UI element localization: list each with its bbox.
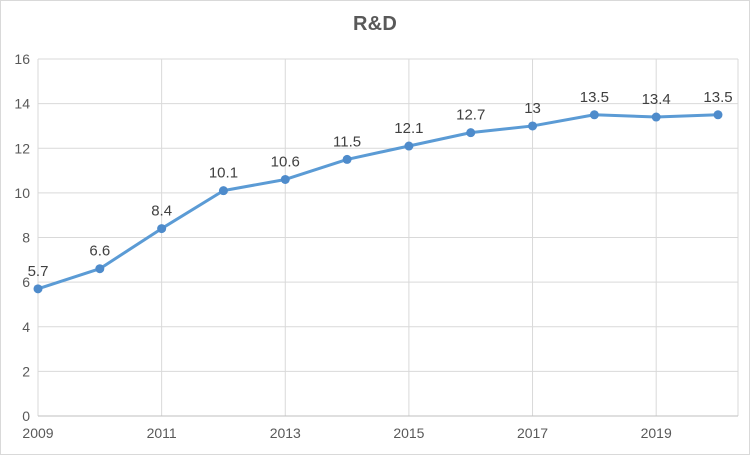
data-label-2016: 12.7 (456, 107, 485, 124)
data-label-2019: 13.4 (642, 91, 671, 108)
y-tick-label-6: 6 (22, 274, 30, 290)
data-label-2015: 12.1 (394, 120, 423, 137)
y-tick-label-2: 2 (22, 363, 30, 379)
data-label-2011: 8.4 (151, 203, 172, 220)
data-point-2009 (33, 284, 43, 294)
data-point-2010 (95, 264, 105, 274)
data-point-2013 (280, 174, 290, 184)
data-point-2014 (342, 154, 352, 164)
data-point-2017 (528, 121, 538, 131)
data-point-2020 (713, 110, 723, 120)
data-label-2013: 10.6 (271, 153, 300, 170)
x-tick-label-2011: 2011 (147, 425, 177, 441)
x-tick-label-2009: 2009 (22, 425, 53, 441)
data-label-2014: 11.5 (333, 133, 361, 150)
data-point-2011 (157, 224, 167, 234)
data-point-2018 (589, 110, 599, 120)
data-label-2009: 5.7 (28, 263, 49, 280)
x-tick-label-2017: 2017 (517, 425, 548, 441)
x-tick-label-2019: 2019 (641, 425, 672, 441)
data-point-2019 (651, 112, 661, 122)
data-label-2018: 13.5 (580, 89, 609, 106)
y-tick-label-12: 12 (14, 140, 30, 156)
y-tick-label-0: 0 (22, 408, 30, 424)
y-tick-label-10: 10 (14, 185, 30, 201)
series-line-rd (36, 113, 720, 291)
data-point-2012 (218, 186, 228, 196)
data-label-2017: 13 (524, 100, 541, 117)
y-tick-label-8: 8 (22, 230, 30, 246)
data-label-2010: 6.6 (89, 243, 110, 260)
data-label-2012: 10.1 (209, 165, 238, 182)
data-point-2016 (466, 128, 476, 138)
x-tick-label-2015: 2015 (393, 425, 424, 441)
chart-title: R&D (353, 13, 397, 35)
x-tick-label-2013: 2013 (270, 425, 301, 441)
y-tick-label-4: 4 (22, 319, 30, 335)
data-point-2015 (404, 141, 414, 151)
y-tick-label-16: 16 (14, 51, 30, 67)
data-label-2020: 13.5 (703, 89, 732, 106)
y-tick-label-14: 14 (14, 96, 30, 112)
